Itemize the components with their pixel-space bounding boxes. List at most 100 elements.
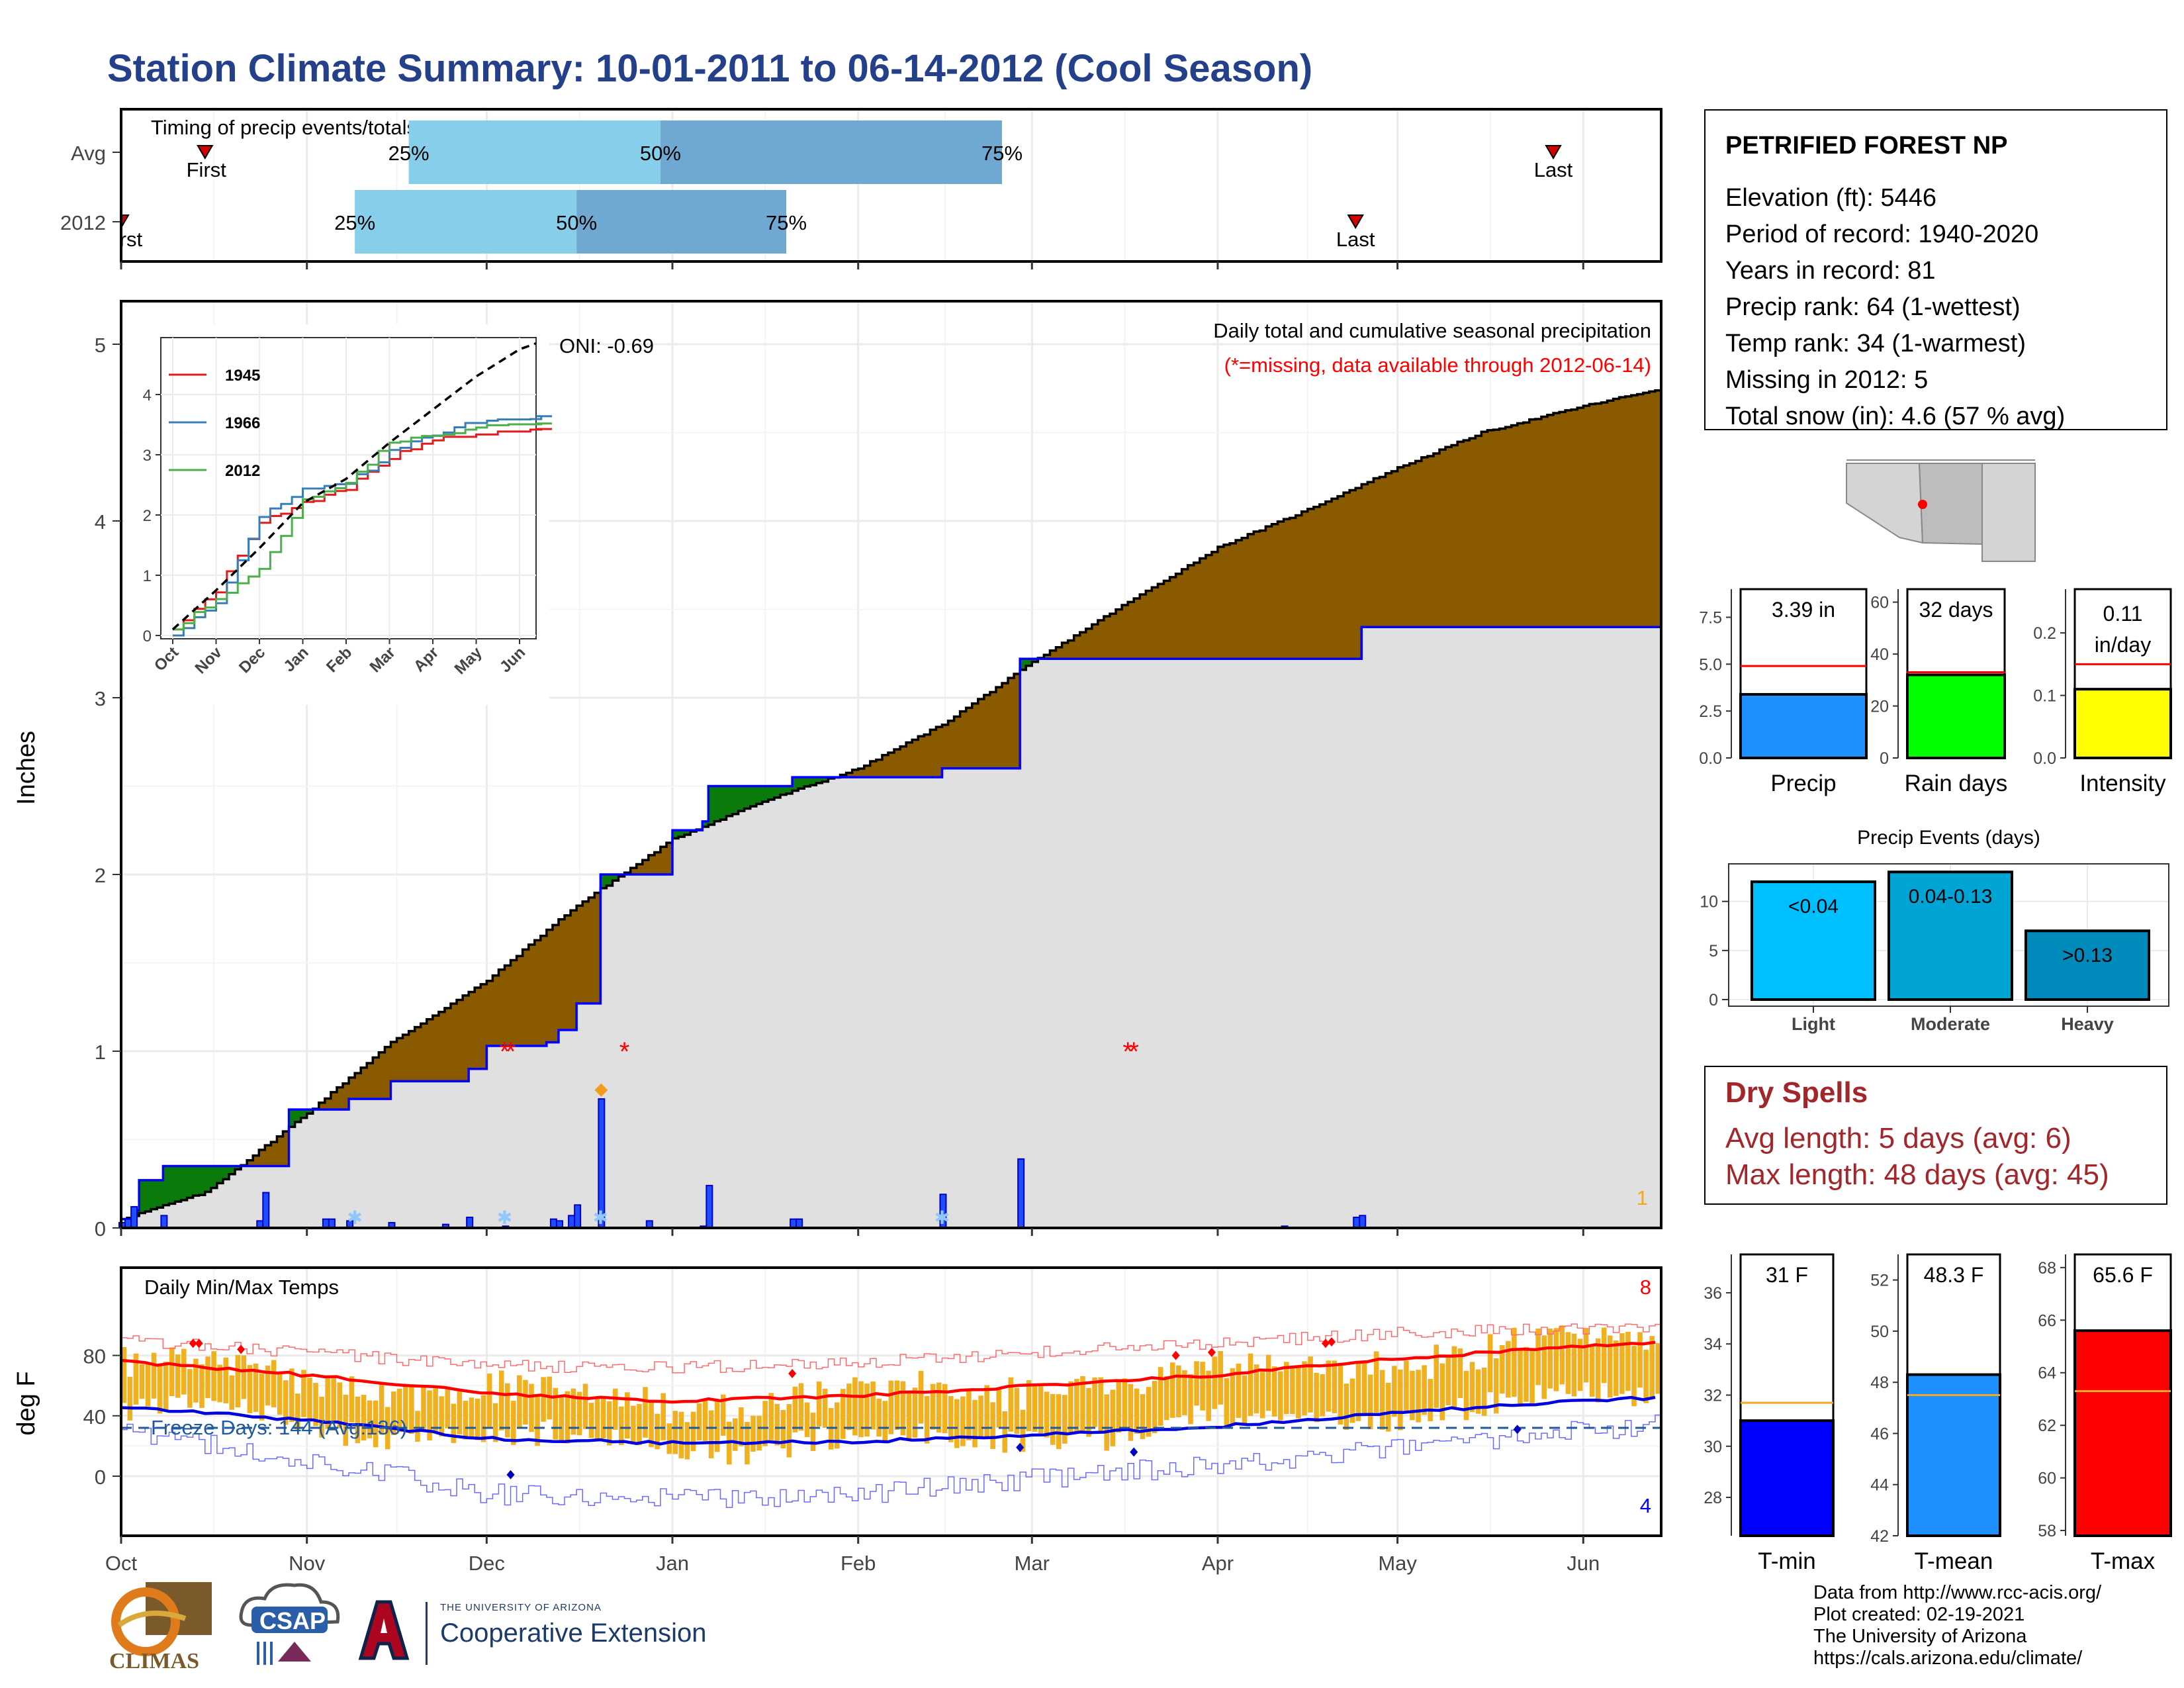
- surplus-area: [708, 786, 715, 825]
- daily-temp-bar: [643, 1387, 648, 1438]
- timing-label-25: 25%: [334, 211, 375, 234]
- deficit-area: [636, 864, 643, 874]
- daily-temp-bar: [1122, 1378, 1128, 1429]
- daily-precip-bar: [796, 1218, 803, 1229]
- side-panels: 0.0 2.5 5.0 7.5 3.39 in Precip 0 20 40 60 32 days R…: [1699, 588, 2172, 1574]
- daily-temp-bar: [1296, 1366, 1301, 1419]
- events-category-label: Light: [1792, 1014, 1835, 1034]
- deficit-area: [1499, 428, 1506, 628]
- surplus-area: [175, 1166, 182, 1202]
- surplus-area: [792, 777, 799, 791]
- record-min-line: [121, 1414, 1661, 1508]
- record-daily-marker: [594, 1083, 608, 1097]
- tmin-summary-y-tick: 28: [1704, 1489, 1722, 1507]
- daily-temp-bar: [1445, 1357, 1451, 1405]
- tmin-summary-value-label: 31 F: [1766, 1263, 1808, 1287]
- deficit-area: [1122, 605, 1128, 659]
- raindays-summary-value-bar: [1906, 673, 2006, 760]
- temp-frame: [120, 1266, 1662, 1537]
- deficit-area: [469, 992, 475, 1069]
- station-temp-rank: Temp rank: 34 (1-warmest): [1725, 330, 2026, 357]
- surplus-area: [157, 1180, 163, 1208]
- deficit-area: [1014, 674, 1021, 769]
- tmean-summary-value-label: 48.3 F: [1924, 1263, 1984, 1287]
- deficit-area: [247, 1160, 253, 1166]
- surplus-area: [810, 777, 817, 786]
- daily-temp-bar: [169, 1347, 175, 1396]
- deficit-area: [978, 698, 985, 769]
- surplus-area: [756, 786, 763, 804]
- deficit-area: [1325, 501, 1332, 659]
- deficit-area: [1097, 620, 1105, 659]
- tmean-summary-y-tick: 44: [1870, 1476, 1889, 1495]
- station-elevation: Elevation (ft): 5446: [1725, 184, 1936, 212]
- daily-temp-bar: [1343, 1383, 1349, 1430]
- daily-precip-bar: [328, 1218, 336, 1229]
- daily-temp-bar: [121, 1347, 127, 1403]
- missing-data-marker: *: [619, 1037, 630, 1066]
- deficit-area: [385, 1047, 392, 1100]
- deficit-area: [1439, 449, 1446, 628]
- daily-temp-bar: [307, 1378, 312, 1421]
- daily-temp-bar: [492, 1403, 498, 1442]
- record-high-marker: [1321, 1338, 1330, 1348]
- deficit-area: [1224, 544, 1230, 659]
- timing-bar-50-75: [576, 190, 787, 254]
- daily-temp-bar: [1385, 1382, 1391, 1432]
- daily-temp-bar: [253, 1363, 259, 1412]
- surplus-area: [216, 1166, 224, 1184]
- deficit-area: [390, 1042, 398, 1082]
- daily-temp-bar: [612, 1388, 618, 1430]
- deficit-area: [582, 901, 589, 1004]
- daily-temp-bar: [936, 1382, 942, 1433]
- record-high-marker: [1171, 1350, 1180, 1360]
- daily-temp-bar: [1008, 1377, 1014, 1432]
- surplus-area: [750, 786, 757, 807]
- daily-temp-bar: [1218, 1351, 1224, 1405]
- deficit-area: [1619, 397, 1626, 628]
- tmean-summary-value-bar: [1906, 1373, 2001, 1537]
- deficit-area: [1577, 407, 1584, 628]
- daily-temp-bar: [1110, 1389, 1116, 1446]
- surplus-area: [684, 830, 691, 835]
- deficit-area: [906, 742, 913, 778]
- month-tick-label: Jun: [1567, 1552, 1600, 1575]
- deficit-area: [972, 703, 979, 769]
- deficit-area: [852, 769, 859, 778]
- csap-logo-text: CSAP: [259, 1607, 326, 1634]
- daily-temp-bar: [1553, 1328, 1559, 1391]
- footer-line: The University of Arizona: [1813, 1626, 2027, 1647]
- deficit-area: [1091, 624, 1099, 659]
- deficit-area: [936, 727, 943, 778]
- deficit-area: [528, 944, 535, 1046]
- deficit-area: [1205, 555, 1212, 659]
- deficit-area: [918, 736, 925, 778]
- daily-temp-bar: [1038, 1385, 1044, 1434]
- deficit-area: [1613, 399, 1620, 628]
- temp-panel-title: Daily Min/Max Temps: [144, 1276, 339, 1299]
- deficit-area: [498, 969, 506, 1046]
- deficit-area: [426, 1019, 433, 1082]
- daily-temp-bar: [390, 1391, 396, 1435]
- daily-temp-bar: [1614, 1340, 1619, 1396]
- deficit-area: [1169, 577, 1177, 659]
- raindays-summary-y-tick: 0: [1880, 749, 1889, 768]
- daily-precip-bar: [262, 1192, 270, 1229]
- daily-temp-bar: [301, 1370, 306, 1417]
- daily-temp-bar: [984, 1385, 989, 1439]
- timing-label-25: 25%: [388, 142, 430, 165]
- inset-y-tick: 0: [143, 628, 152, 645]
- deficit-area: [1259, 530, 1267, 659]
- daily-temp-bar: [672, 1411, 678, 1454]
- daily-temp-bar: [1589, 1346, 1595, 1397]
- timing-label-75: 75%: [981, 142, 1023, 165]
- intensity-summary-category-label: Intensity: [2079, 771, 2166, 796]
- daily-temp-bar: [1655, 1342, 1661, 1394]
- events-y-tick: 5: [1709, 942, 1718, 961]
- tmin-summary-y-tick: 30: [1704, 1438, 1722, 1456]
- record-low-marker: [1513, 1425, 1522, 1434]
- deficit-area: [1643, 393, 1650, 628]
- deficit-area: [870, 761, 877, 778]
- surplus-area: [205, 1166, 212, 1192]
